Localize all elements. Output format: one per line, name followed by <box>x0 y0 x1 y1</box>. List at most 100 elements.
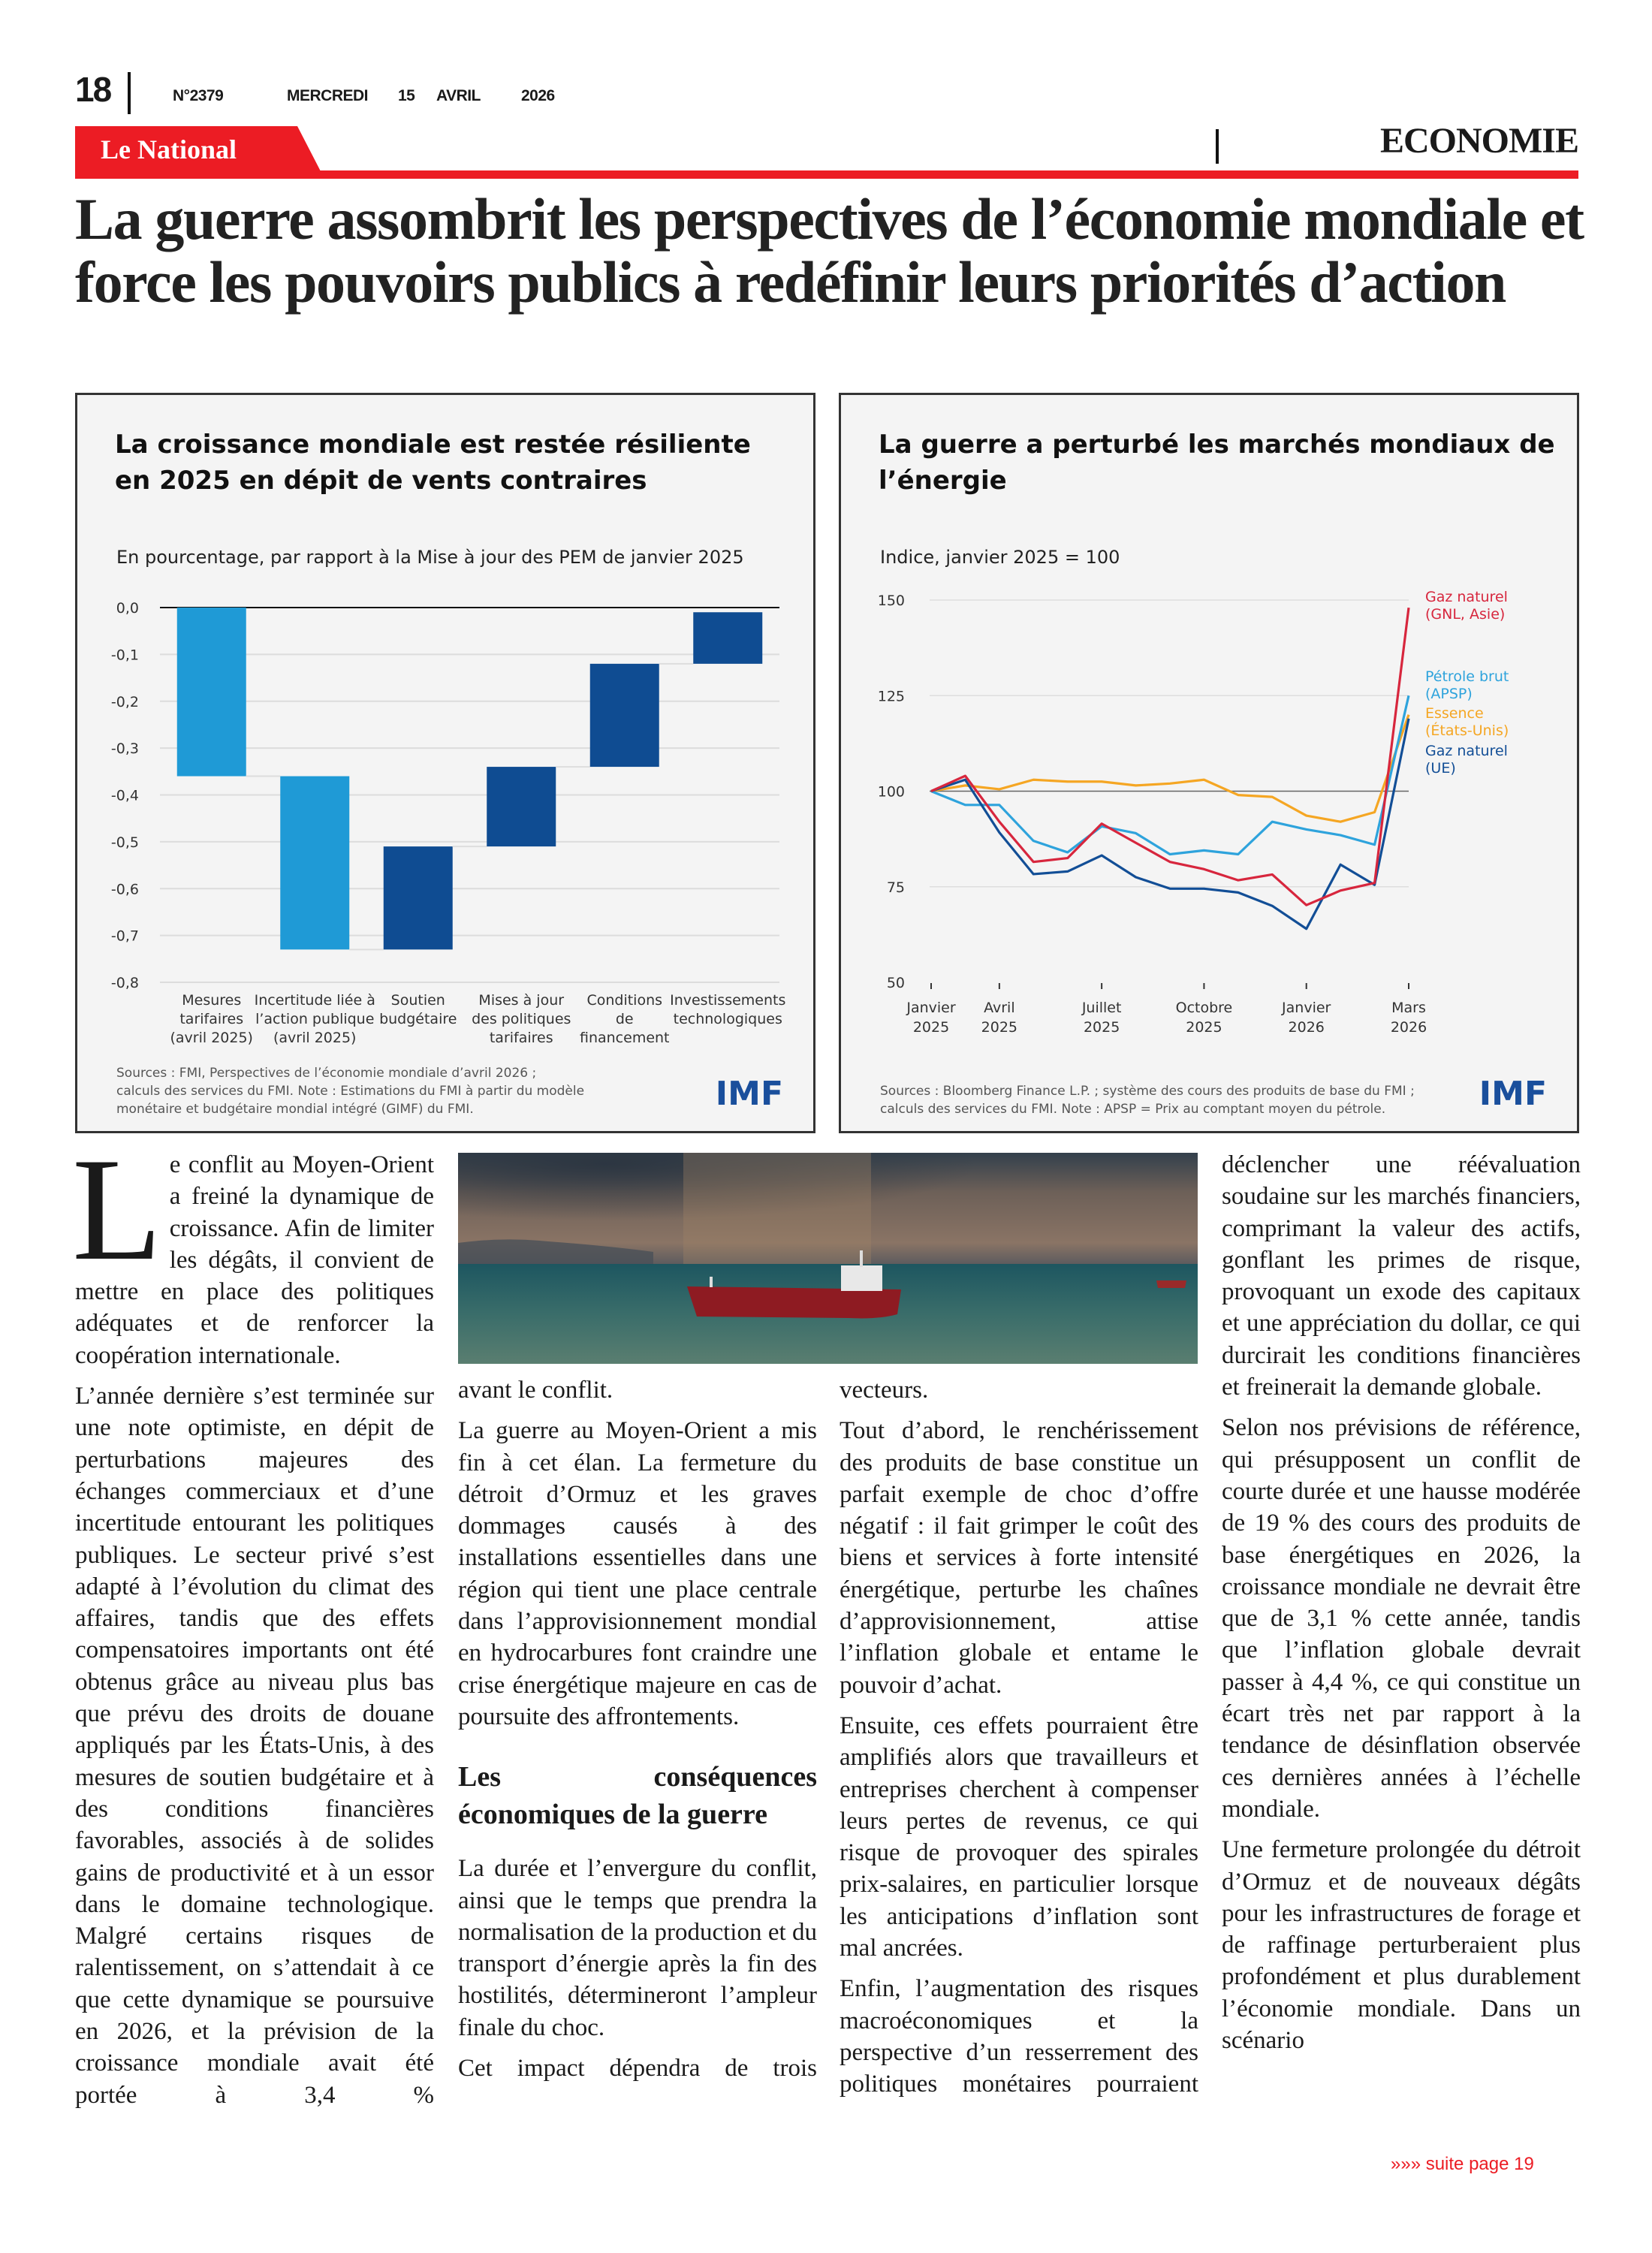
series-label: (UE) <box>1425 760 1456 777</box>
date-year: 2026 <box>521 87 555 104</box>
issue-number: N°2379 <box>173 87 224 104</box>
x-category-label: technologiques <box>674 1011 782 1027</box>
x-category-label: financement <box>580 1030 670 1046</box>
x-category-label: Investissements <box>670 992 785 1009</box>
y-tick-label: 50 <box>887 975 905 991</box>
x-tick-label: Mars <box>1391 1000 1426 1016</box>
y-tick-label: 150 <box>878 593 905 609</box>
x-tick-label: 2026 <box>1289 1019 1325 1036</box>
chart-title: l’énergie <box>879 466 1007 496</box>
section-label: ECONOMIE <box>1379 121 1579 161</box>
chart-source: Sources : Bloomberg Finance L.P. ; systè… <box>880 1084 1415 1099</box>
bar-2 <box>280 776 350 950</box>
subheading: Les conséquences économiques de la guerr… <box>458 1761 817 1831</box>
x-tick-label: 2025 <box>1186 1019 1222 1036</box>
x-category-label: Mesures <box>182 992 241 1009</box>
paragraph: e conflit au Moyen-Orient a freiné la dy… <box>75 1151 434 1369</box>
paragraph: Tout d’abord, le renchérissement des pro… <box>840 1417 1198 1699</box>
paragraph: Une fermeture prolongée du détroit d’Orm… <box>1222 1836 1581 2055</box>
x-tick-label: 2025 <box>1084 1019 1120 1036</box>
y-tick-label: 0,0 <box>116 600 139 617</box>
paragraph: déclencher une réévaluation soudaine sur… <box>1222 1151 1581 1401</box>
x-category-label: budgétaire <box>379 1011 457 1027</box>
chart-title: La croissance mondiale est restée résili… <box>115 430 751 460</box>
x-tick-label: 2026 <box>1391 1019 1427 1036</box>
x-category-label: tarifaires <box>490 1030 553 1046</box>
y-tick-label: -0,6 <box>111 881 139 897</box>
x-tick-label: Octobre <box>1176 1000 1233 1016</box>
series-label: Gaz naturel <box>1425 589 1508 605</box>
article-column-2: avant le conflit. La guerre au Moyen-Ori… <box>458 1374 817 2093</box>
x-tick-label: Janvier <box>906 1000 956 1016</box>
series-line-1 <box>930 607 1410 906</box>
chart-subtitle: En pourcentage, par rapport à la Mise à … <box>116 547 744 568</box>
header-rule <box>75 170 1578 179</box>
page-number: 18 <box>75 70 112 109</box>
x-category-label: tarifaires <box>179 1011 243 1027</box>
series-line-3 <box>930 714 1410 823</box>
chart-source: calculs des services du FMI. Note : Esti… <box>116 1084 584 1099</box>
x-tick-label: Janvier <box>1281 1000 1331 1016</box>
chart-title: en 2025 en dépit de vents contraires <box>115 466 647 496</box>
series-label: (États-Unis) <box>1425 722 1509 739</box>
paragraph: avant le conflit. <box>458 1377 613 1404</box>
series-label: (APSP) <box>1425 686 1473 702</box>
series-line-4 <box>930 718 1410 930</box>
x-category-label: Soutien <box>391 992 445 1009</box>
article-column-3: vecteurs. Tout d’abord, le renchérisseme… <box>840 1374 1198 2110</box>
paragraph: Enfin, l’augmentation des risques macroé… <box>840 1975 1198 2098</box>
series-label: (GNL, Asie) <box>1425 606 1505 623</box>
x-category-label: (avril 2025) <box>273 1030 356 1046</box>
y-tick-label: -0,3 <box>111 740 139 757</box>
paragraph: vecteurs. <box>840 1377 929 1404</box>
y-tick-label: -0,8 <box>111 975 139 991</box>
series-line-2 <box>930 695 1410 856</box>
imf-logo: IMF <box>716 1075 783 1113</box>
series-label: Pétrole brut <box>1425 668 1509 685</box>
article-photo-tanker-storm <box>458 1153 1198 1364</box>
date-day: MERCREDI <box>287 87 369 104</box>
x-tick-label: Juillet <box>1081 1000 1122 1016</box>
date-num: 15 <box>398 87 415 104</box>
bar-3 <box>383 846 453 950</box>
series-label: Essence <box>1425 705 1484 722</box>
bar-1 <box>176 608 246 777</box>
chart-source: calculs des services du FMI. Note : APSP… <box>880 1102 1385 1117</box>
x-category-label: de <box>616 1011 634 1027</box>
x-category-label: l’action publique <box>255 1011 374 1027</box>
paragraph: Ensuite, ces effets pourraient être ampl… <box>840 1712 1198 1962</box>
bar-5 <box>589 663 659 768</box>
x-tick-label: Avril <box>984 1000 1015 1016</box>
bar-4 <box>487 767 556 847</box>
imf-logo: IMF <box>1479 1075 1547 1113</box>
chart-source: monétaire et budgétaire mondial intégré … <box>116 1102 474 1117</box>
paragraph: L’année dernière s’est terminée sur une … <box>75 1383 434 2109</box>
series-label: Gaz naturel <box>1425 743 1508 759</box>
drop-cap: L <box>72 1128 162 1291</box>
chart-title: La guerre a perturbé les marchés mondiau… <box>879 430 1555 460</box>
y-tick-label: 125 <box>878 688 905 704</box>
y-tick-label: -0,2 <box>111 694 139 710</box>
divider <box>1216 129 1219 164</box>
x-tick-label: 2025 <box>913 1019 949 1036</box>
brand-logo: Le National <box>75 126 321 173</box>
chart-subtitle: Indice, janvier 2025 = 100 <box>880 547 1120 568</box>
chart-energy-prices: La guerre a perturbé les marchés mondiau… <box>839 393 1579 1133</box>
y-tick-label: -0,1 <box>111 647 139 663</box>
x-category-label: (avril 2025) <box>170 1030 253 1046</box>
paragraph: Selon nos prévisions de référence, qui p… <box>1222 1414 1581 1823</box>
chart-source: Sources : FMI, Perspectives de l’économi… <box>116 1066 536 1081</box>
y-tick-label: 75 <box>887 879 905 896</box>
y-tick-label: -0,4 <box>111 788 139 804</box>
continued-link[interactable]: »»» suite page 19 <box>1391 2154 1534 2174</box>
headline: La guerre assombrit les perspectives de … <box>75 186 1584 315</box>
paragraph: La durée et l’envergure du conflit, ains… <box>458 1855 817 2041</box>
bar-6 <box>693 612 763 664</box>
y-tick-label: 100 <box>878 784 905 801</box>
article-column-4: déclencher une réévaluation soudaine sur… <box>1222 1149 1581 2065</box>
x-category-label: Conditions <box>586 992 662 1009</box>
x-category-label: Incertitude liée à <box>255 992 375 1009</box>
date-month: AVRIL <box>436 87 481 104</box>
y-tick-label: -0,5 <box>111 834 139 851</box>
